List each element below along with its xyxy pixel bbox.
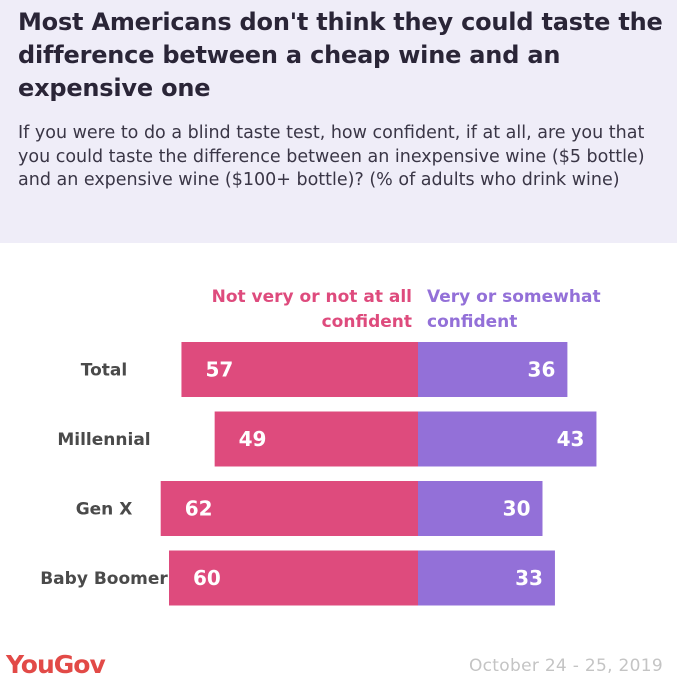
survey-date: October 24 - 25, 2019: [468, 656, 663, 676]
value-label-not-confident: 57: [205, 358, 233, 382]
category-label: Total: [81, 361, 127, 381]
bar-not-confident: [214, 411, 418, 467]
legend-confident: Very or somewhat confident: [427, 287, 601, 332]
value-label-confident: 36: [528, 358, 556, 382]
bar-confident: [418, 550, 555, 606]
legend-not-confident: Not very or not at all confident: [211, 287, 412, 332]
yougov-logo: YouGov: [6, 650, 106, 679]
bar-confident: [418, 411, 597, 467]
category-label: Gen X: [76, 500, 133, 520]
value-label-confident: 33: [515, 566, 543, 590]
value-label-not-confident: 62: [185, 497, 213, 521]
value-label-confident: 30: [503, 497, 531, 521]
bar-confident: [418, 481, 543, 536]
chart-subtitle: If you were to do a blind taste test, ho…: [18, 123, 645, 190]
category-label: Millennial: [57, 430, 150, 450]
bar-not-confident: [169, 550, 418, 606]
bar-not-confident: [181, 342, 418, 397]
diverging-bar-chart: Total 57 36 Millennial 49 43 Gen X 62 30 Baby Boo…: [40, 342, 597, 606]
value-label-not-confident: 49: [239, 427, 267, 451]
header-panel: Most Americans don't think they could ta…: [0, 0, 677, 243]
value-label-not-confident: 60: [193, 566, 221, 590]
bar-not-confident: [160, 481, 418, 536]
chart-title: Most Americans don't think they could ta…: [18, 8, 663, 102]
value-label-confident: 43: [557, 427, 585, 451]
bar-confident: [418, 342, 568, 397]
category-label: Baby Boomer: [40, 569, 168, 589]
